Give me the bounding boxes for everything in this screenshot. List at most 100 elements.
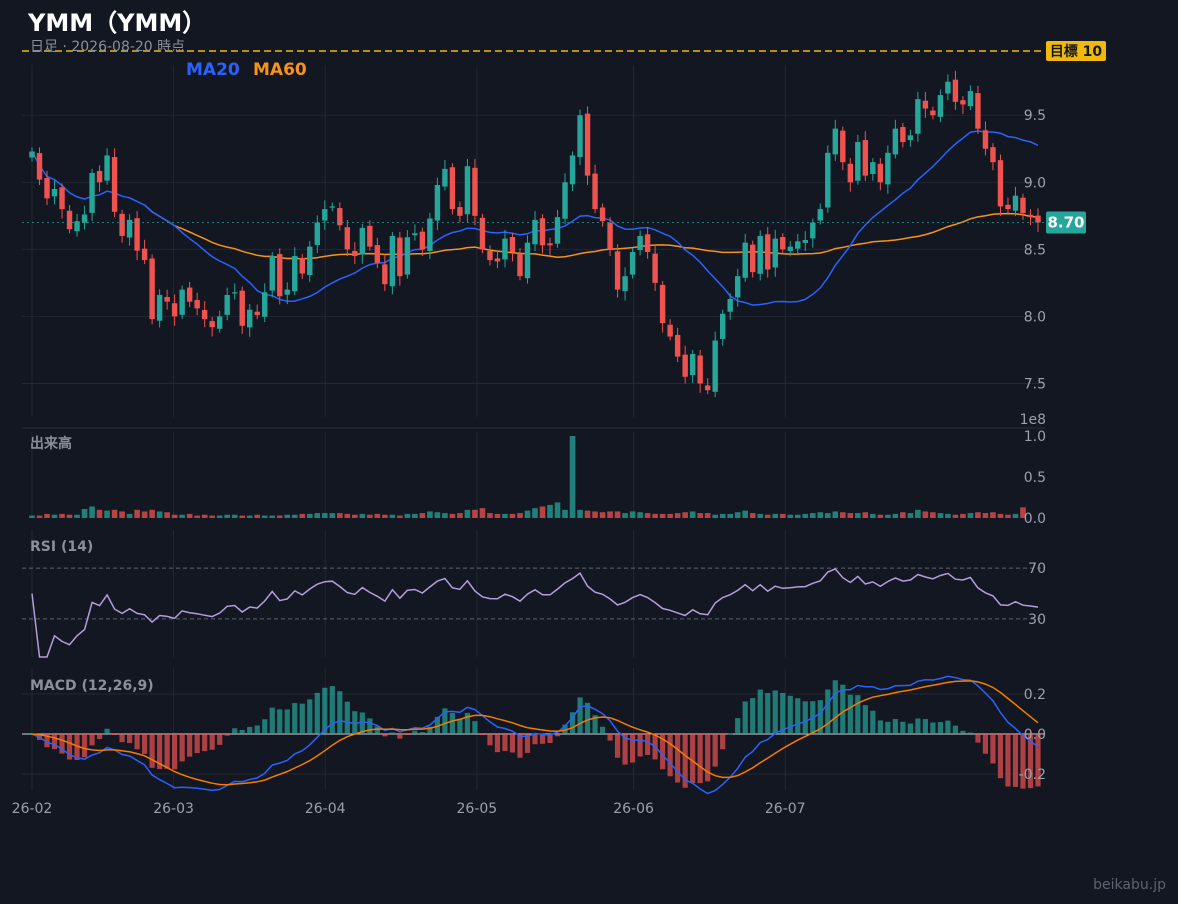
volume-bar (479, 508, 486, 518)
candle-body (907, 135, 914, 141)
candle-body (502, 238, 508, 260)
volume-bar (689, 511, 696, 518)
macd-histogram-bar (487, 734, 493, 746)
candle-body (44, 178, 50, 199)
macd-histogram-bar (990, 734, 996, 764)
candle-body (787, 246, 793, 251)
volume-bar (494, 513, 501, 518)
macd-histogram-bar (1012, 734, 1019, 787)
volume-bar (201, 514, 208, 518)
volume-bar (637, 512, 643, 518)
candle-body (337, 208, 343, 226)
volume-bar (314, 513, 321, 518)
volume-bar (321, 513, 328, 518)
macd-histogram-bar (584, 702, 591, 734)
candle-body (262, 292, 268, 317)
volume-bar (592, 511, 598, 518)
volume-bar (141, 511, 148, 518)
macd-histogram-bar (187, 734, 193, 757)
volume-bar (682, 512, 688, 518)
volume-bar (900, 512, 906, 518)
macd-histogram-bar (104, 728, 110, 734)
candle-body (201, 309, 208, 320)
candle-body (59, 187, 65, 210)
macd-histogram-bar (111, 734, 118, 735)
macd-histogram-bar (629, 734, 636, 763)
macd-histogram-bar (224, 734, 230, 736)
candle-body (554, 217, 561, 244)
candle-body (1005, 204, 1011, 210)
macd-histogram-bar (254, 725, 260, 734)
candle-body (562, 182, 568, 219)
candle-body (547, 243, 553, 246)
volume-bar (457, 513, 463, 518)
volume-bar (584, 510, 591, 518)
candle-body (352, 250, 358, 257)
macd-histogram-bar (59, 734, 65, 754)
candle-body (171, 303, 178, 317)
candle-body (1035, 215, 1041, 223)
macd-histogram-bar (142, 734, 148, 754)
candle-body (1020, 197, 1026, 214)
candle-body (607, 222, 613, 250)
volume-bar (134, 509, 140, 518)
candle-body (449, 167, 456, 210)
volume-bar (862, 512, 869, 518)
candle-body (81, 214, 88, 223)
volume-bar (577, 509, 583, 518)
candle-body (614, 251, 621, 290)
macd-histogram-bar (284, 709, 290, 734)
volume-bar (299, 513, 306, 518)
candle-body (877, 163, 884, 183)
macd-histogram-bar (975, 734, 981, 743)
macd-histogram-bar (89, 734, 95, 746)
candle-body (156, 294, 163, 321)
date-tick-label: 26-07 (765, 801, 806, 817)
candle-body (457, 207, 463, 216)
candle-body (412, 233, 418, 236)
volume-bar (1020, 507, 1026, 518)
volume-bar (855, 513, 861, 518)
candle-body (216, 316, 223, 329)
macd-histogram-bar (855, 695, 861, 734)
volume-bar (975, 512, 981, 518)
volume-bar (306, 513, 313, 518)
candle-body (629, 252, 636, 275)
candle-body (194, 300, 200, 309)
macd-histogram-bar (96, 734, 103, 739)
volume-bar (719, 513, 726, 518)
volume-bar (794, 514, 801, 518)
macd-histogram-bar (509, 734, 516, 753)
volume-bar (487, 513, 493, 518)
volume-bar (809, 513, 816, 518)
candle-body (51, 189, 58, 197)
macd-histogram-bar (374, 726, 380, 734)
volume-bar (952, 514, 959, 518)
volume-bar (697, 513, 703, 518)
volume-bar (269, 515, 276, 518)
candle-body (569, 155, 576, 185)
macd-histogram-bar (727, 733, 733, 735)
candle-body (780, 237, 786, 250)
candle-body (735, 276, 741, 298)
candle-body (952, 79, 959, 102)
volume-bar (74, 514, 80, 518)
macd-histogram-bar (322, 687, 328, 734)
macd-histogram-bar (232, 728, 238, 734)
candle-body (427, 218, 433, 251)
volume-bar (412, 513, 418, 518)
macd-histogram-bar (667, 734, 673, 777)
macd-histogram-bar (66, 734, 73, 760)
candle-body (584, 113, 591, 176)
macd-histogram-bar (795, 698, 801, 734)
macd-histogram-bar (262, 719, 268, 734)
volume-bar (742, 510, 749, 518)
watermark: beikabu.jp (1093, 877, 1166, 893)
candle-body (892, 128, 899, 155)
macd-histogram-bar (464, 712, 471, 734)
macd-histogram-bar (922, 719, 928, 734)
macd-histogram-bar (157, 734, 163, 770)
volume-bar (764, 514, 771, 518)
volume-bar (179, 514, 185, 518)
volume-bar (885, 514, 891, 518)
